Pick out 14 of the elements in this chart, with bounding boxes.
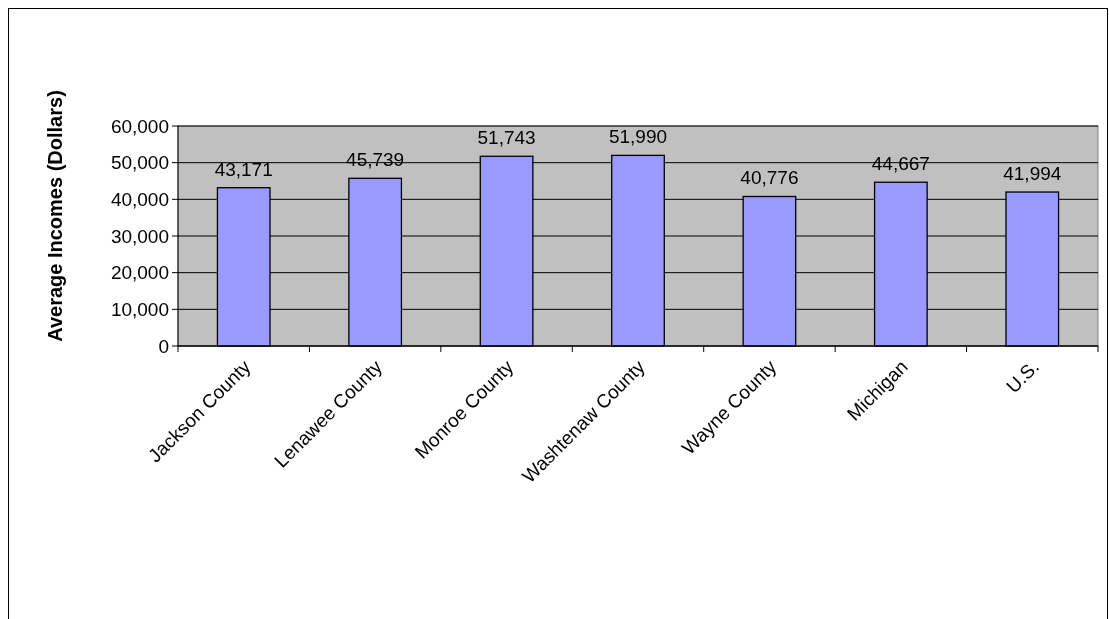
y-tick-label: 0 [158, 335, 169, 357]
y-tick-label: 20,000 [110, 262, 169, 284]
y-tick-label: 10,000 [110, 298, 169, 320]
y-tick-label: 50,000 [110, 152, 169, 174]
data-label: 41,994 [1003, 163, 1062, 185]
x-tick-label: U.S. [1002, 355, 1044, 397]
data-label: 43,171 [214, 158, 273, 180]
y-axis-title: Average Incomes (Dollars) [44, 90, 66, 342]
data-label: 51,743 [477, 127, 536, 149]
y-tick-label: 30,000 [110, 225, 169, 247]
y-tick-label: 40,000 [110, 188, 169, 210]
data-label: 51,990 [608, 126, 668, 148]
data-label: 40,776 [740, 167, 799, 189]
y-tick-label: 60,000 [110, 115, 169, 137]
